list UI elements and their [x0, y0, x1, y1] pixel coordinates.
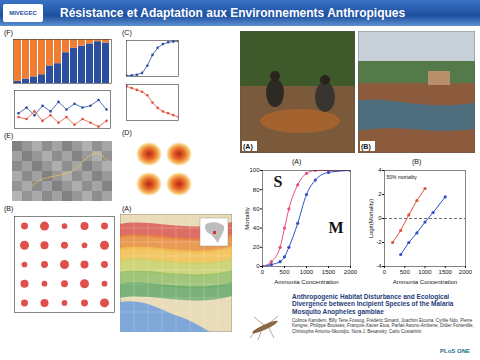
html-text:(B): (B): [4, 205, 14, 212]
svg-text:Ammonia Concentration: Ammonia Concentration: [274, 279, 338, 285]
svg-text:0: 0: [378, 215, 382, 221]
svg-text:500: 500: [279, 269, 290, 275]
svg-text:0: 0: [383, 269, 387, 275]
svg-text:M: M: [329, 219, 344, 236]
svg-text:50% mortality: 50% mortality: [387, 174, 418, 180]
svg-text:Ammonia Concentration: Ammonia Concentration: [393, 279, 457, 285]
svg-text:4: 4: [378, 167, 382, 173]
svg-text:0: 0: [256, 263, 260, 269]
html-text:(F): (F): [4, 29, 13, 36]
svg-text:40: 40: [253, 225, 260, 231]
svg-text:500: 500: [400, 269, 411, 275]
svg-text:0: 0: [261, 269, 265, 275]
html-text:(D): (D): [122, 129, 132, 136]
svg-text:100: 100: [249, 167, 260, 173]
svg-text:(B): (B): [361, 143, 371, 151]
svg-text:1000: 1000: [300, 269, 314, 275]
html-text:(A): (A): [292, 158, 302, 165]
svg-text:20: 20: [253, 244, 260, 250]
svg-text:2000: 2000: [459, 269, 473, 275]
svg-text:(A): (A): [243, 143, 253, 151]
html-text:(A): (A): [122, 205, 132, 212]
html-text:(E): (E): [4, 132, 14, 139]
svg-text:80: 80: [253, 187, 260, 193]
svg-text:60: 60: [253, 206, 260, 212]
svg-text:Mortality: Mortality: [244, 207, 250, 230]
svg-text:1500: 1500: [439, 269, 453, 275]
svg-text:1500: 1500: [322, 269, 336, 275]
html-text:Colince Kamdem, Billy Tene Fos: Colince Kamdem, Billy Tene Fossog, Frédé…: [292, 318, 474, 334]
svg-text:-2: -2: [376, 239, 382, 245]
svg-text:-4: -4: [376, 263, 382, 269]
svg-text:Logit(Mortality): Logit(Mortality): [368, 199, 374, 239]
svg-text:1000: 1000: [418, 269, 432, 275]
svg-text:2000: 2000: [344, 269, 358, 275]
html-text:Résistance et Adaptation aux E: Résistance et Adaptation aux Environneme…: [60, 6, 406, 20]
svg-text:S: S: [274, 173, 283, 190]
html-text:(B): (B): [412, 158, 422, 165]
svg-text:2: 2: [378, 191, 382, 197]
html-text:MIVEGEC: MIVEGEC: [9, 10, 37, 16]
html-text:PLoS ONE: PLoS ONE: [440, 348, 470, 354]
html-text:Anthropogenic Habitat Disturba: Anthropogenic Habitat Disturbance and Ec…: [292, 293, 454, 315]
html-text:(C): (C): [122, 29, 132, 36]
